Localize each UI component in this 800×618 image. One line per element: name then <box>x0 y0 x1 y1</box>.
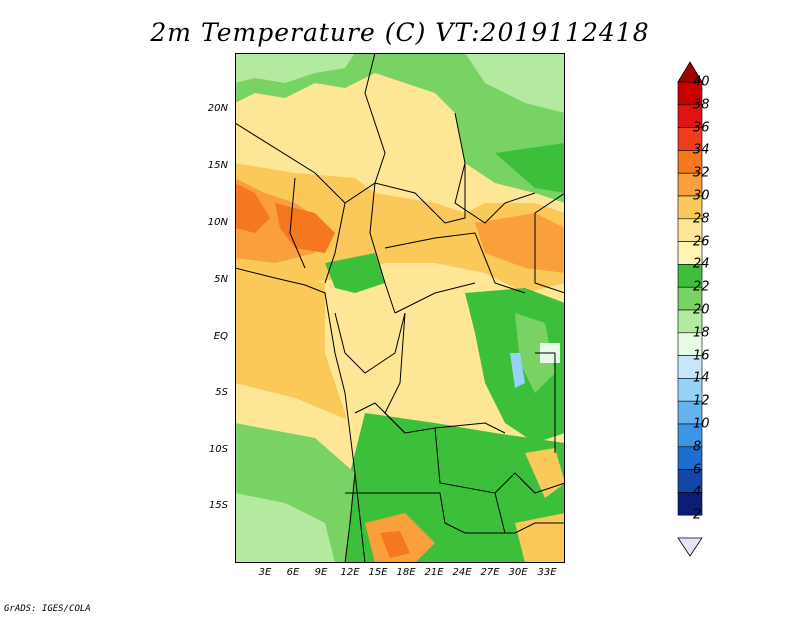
colorbar-label: 20 <box>693 302 710 318</box>
colorbar <box>677 61 703 557</box>
colorbar-label: 34 <box>693 142 710 158</box>
lon-label-3e: 3E <box>258 567 272 578</box>
colorbar-label: 12 <box>693 393 710 409</box>
lon-label-18e: 18E <box>396 567 416 578</box>
lon-label-30e: 30E <box>508 567 528 578</box>
colorbar-label: 2 <box>693 507 702 523</box>
lon-label-15e: 15E <box>368 567 388 578</box>
region-ne-cooler <box>465 53 565 113</box>
region-nigeria-hot <box>275 203 335 253</box>
lake-albert <box>510 353 525 388</box>
country-borders <box>235 53 565 563</box>
colorbar-label: 4 <box>693 484 702 500</box>
colorbar-label: 16 <box>693 348 710 364</box>
colorbar-label: 40 <box>693 74 710 90</box>
colorbar-label: 32 <box>693 165 710 181</box>
colorbar-label: 38 <box>693 97 710 113</box>
region-tanzania-warm <box>525 448 565 498</box>
lon-label-24e: 24E <box>452 567 472 578</box>
region-ethiopia <box>495 143 565 193</box>
region-sw-ocean-cool <box>235 493 335 563</box>
colorbar-label: 10 <box>693 416 710 432</box>
lon-label-6e: 6E <box>286 567 300 578</box>
lat-label-5n: 5N <box>214 274 228 285</box>
lon-label-33e: 33E <box>537 567 557 578</box>
lat-label-10n: 10N <box>207 217 228 228</box>
lat-label-20n: 20N <box>207 103 228 114</box>
lat-label-5s: 5S <box>215 387 228 398</box>
region-north-cooler <box>235 53 355 83</box>
footer-credit: GrADS: IGES/COLA <box>4 604 91 614</box>
colorbar-label: 30 <box>693 188 710 204</box>
map-frame <box>235 53 565 563</box>
region-angola-hotter <box>380 531 410 558</box>
colorbar-top-arrow <box>677 61 703 83</box>
lat-label-eq: EQ <box>213 331 228 342</box>
colorbar-label: 26 <box>693 234 710 250</box>
region-cameroon-green <box>325 253 385 293</box>
lat-label-10s: 10S <box>208 444 228 455</box>
temperature-map <box>235 53 565 563</box>
lon-label-27e: 27E <box>480 567 500 578</box>
colorbar-bottom-arrow <box>677 537 703 557</box>
region-sudan-hot <box>475 213 565 273</box>
coastline <box>235 267 356 563</box>
colorbar-label: 24 <box>693 256 710 272</box>
colorbar-label: 14 <box>693 370 710 386</box>
colorbar-label: 18 <box>693 325 710 341</box>
lat-label-15n: 15N <box>207 160 228 171</box>
region-north-cool <box>235 53 565 203</box>
lat-label-15s: 15S <box>208 500 228 511</box>
lon-label-12e: 12E <box>340 567 360 578</box>
lon-label-21e: 21E <box>424 567 444 578</box>
colorbar-label: 28 <box>693 211 710 227</box>
chart-title: 2m Temperature (C) VT:2019112418 <box>150 18 650 47</box>
colorbar-label: 36 <box>693 120 710 136</box>
colorbar-label: 22 <box>693 279 710 295</box>
region-sahel <box>235 163 565 293</box>
colorbar-label: 6 <box>693 462 702 478</box>
colorbar-box <box>677 492 703 516</box>
map-canvas <box>235 53 565 563</box>
region-west-hotter <box>235 183 270 233</box>
region-se-warm <box>515 513 565 563</box>
lon-label-9e: 9E <box>314 567 328 578</box>
colorbar-label: 8 <box>693 439 702 455</box>
colorbar-boxes <box>677 81 703 516</box>
